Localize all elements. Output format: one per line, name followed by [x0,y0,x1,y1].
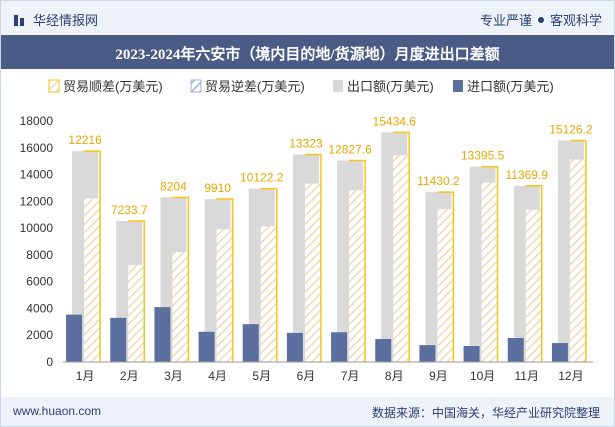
data-label: 13323 [289,136,323,150]
x-tick-label: 11月 [515,369,539,383]
legend-label-2: 贸易逆差(万美元) [205,79,305,94]
surplus-bar [304,183,321,362]
legend-swatch-2 [190,79,202,93]
x-tick-label: 12月 [558,369,583,383]
data-label: 12827.6 [328,142,372,156]
y-tick-label: 14000 [20,168,54,182]
surplus-bar [393,155,410,362]
data-label: 12216 [68,133,102,147]
import-bar [463,346,480,362]
surplus-outline [481,165,499,362]
surplus-outline [437,191,455,362]
data-label: 11430.2 [417,174,460,188]
surplus-bar [84,198,101,362]
legend-label-1: 贸易顺差(万美元) [63,79,163,94]
brand-name: 华经情报网 [33,13,99,28]
surplus-bar [349,190,366,362]
y-tick-label: 2000 [26,328,53,342]
surplus-bar [569,159,586,362]
legend: 贸易顺差(万美元) 贸易逆差(万美元) 出口额(万美元) 进口额(万美元) [48,79,554,94]
y-tick-label: 0 [46,355,53,369]
data-label: 15434.6 [373,114,417,128]
import-bar [110,317,127,362]
x-tick-label: 9月 [429,369,448,383]
tagline-objective: 客观科学 [549,13,602,28]
data-label: 7233.7 [111,203,148,217]
surplus-outline [393,131,410,362]
brand-logo-icon [14,15,24,26]
legend-label-3: 出口额(万美元) [347,79,434,94]
import-bar [66,314,83,362]
x-tick-label: 10月 [470,369,495,383]
legend-swatch-1 [48,79,60,93]
surplus-outline [84,150,101,362]
surplus-bar [437,208,454,362]
surplus-outline [304,153,322,362]
x-tick-label: 1月 [76,369,95,383]
y-axis: 0 2000 4000 6000 8000 10000 12000 14000 16000 180… [20,114,54,369]
surplus-outline [128,220,145,362]
x-tick-label: 5月 [252,369,271,383]
surplus-outline [216,198,234,362]
x-tick-label: 3月 [164,369,183,383]
data-label: 10122.2 [240,171,284,185]
surplus-outline [260,187,278,362]
legend-swatch-3 [333,80,343,92]
separator-dot-icon [537,17,544,23]
import-bar [154,307,171,362]
y-tick-label: 12000 [20,194,54,208]
import-bar [507,338,524,362]
data-source: 数据来源：中国海关，华经产业研究院整理 [371,406,600,420]
surplus-outline [525,185,543,362]
data-label: 11369.9 [506,168,549,182]
import-bar [242,324,259,362]
data-label: 8204 [160,179,187,193]
import-bar [551,343,568,362]
footer: www.huaon.com 数据来源：中国海关，华经产业研究院整理 [1,397,614,426]
surplus-bar [172,252,189,362]
tagline-professional: 专业严谨 [479,13,532,28]
import-bar [375,339,392,362]
import-bar [331,332,348,362]
data-label: 9910 [204,181,231,195]
legend-label-4: 进口额(万美元) [467,79,554,94]
import-bar [286,332,303,362]
x-tick-label: 8月 [385,369,404,383]
y-tick-label: 18000 [20,114,54,128]
x-tick-label: 4月 [208,369,227,383]
surplus-outline [569,139,587,362]
y-tick-label: 8000 [26,248,53,262]
surplus-bar [260,226,277,362]
x-tick-label: 7月 [341,369,360,383]
surplus-bar [216,229,233,362]
y-tick-label: 6000 [26,275,53,289]
brand[interactable]: 华经情报网 [13,10,98,29]
import-bar [198,331,215,362]
surplus-bar [481,182,498,362]
chart-title: 2023-2024年六安市（境内目的地/货源地）月度进出口差额 [115,47,500,63]
y-tick-label: 16000 [20,141,54,155]
data-label: 13395.5 [461,149,505,163]
surplus-bar [128,265,145,362]
tagline: 专业严谨 客观科学 [480,10,602,29]
x-tick-label: 6月 [297,369,316,383]
data-label: 15126.2 [549,123,593,137]
title-bar: 2023-2024年六安市（境内目的地/货源地）月度进出口差额 [1,35,614,69]
legend-swatch-4 [453,80,463,92]
y-tick-label: 10000 [20,221,54,235]
website-link[interactable]: www.huaon.com [13,404,102,418]
import-bar [419,345,436,362]
surplus-outline [349,159,366,362]
x-axis: 1月 2月 3月 4月 5月 6月 7月 8月 9月 10月 11月 12月 [63,361,593,383]
top-bar: 华经情报网 专业严谨 客观科学 [1,1,614,35]
surplus-outline [172,196,190,362]
x-tick-label: 2月 [120,369,139,383]
bar-chart: 贸易顺差(万美元) 贸易逆差(万美元) 出口额(万美元) 进口额(万美元) 0 2000… [20,79,593,383]
surplus-bar [525,209,542,362]
y-tick-label: 4000 [26,301,53,315]
